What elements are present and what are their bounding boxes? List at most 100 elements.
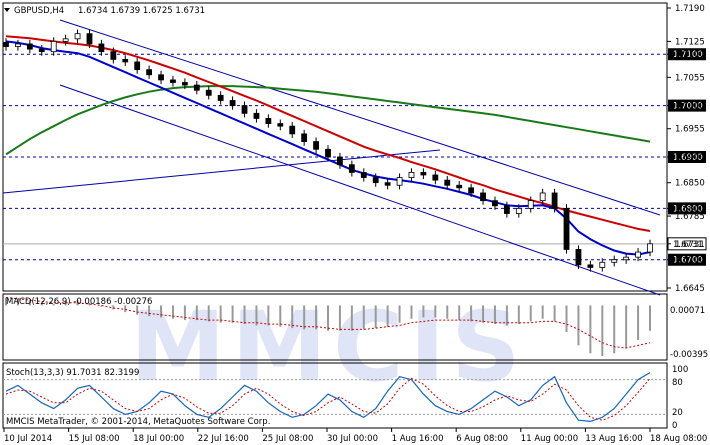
candle-body	[86, 33, 93, 45]
candle-body	[3, 42, 9, 47]
time-tick-label: 10 Jul 2014	[4, 434, 52, 444]
candle-body	[181, 82, 188, 86]
time-tick-label: 18 Aug 08:00	[650, 434, 707, 444]
candle-body	[26, 43, 33, 50]
candle-body	[98, 43, 105, 53]
candle-body	[38, 48, 45, 53]
price-tick-label: 1.6850	[675, 179, 705, 189]
symbol-timeframe: GBPUSD,H4	[14, 6, 64, 16]
candle-body	[158, 74, 164, 81]
candle-body	[444, 179, 451, 186]
trend-channel	[2, 19, 661, 296]
copyright-text: MMCIS MetaTrader, © 2001-2014, MetaQuote…	[6, 417, 270, 427]
candle-body	[372, 177, 379, 184]
stoch-series	[3, 372, 667, 423]
candle-body	[587, 264, 594, 268]
time-tick-label: 13 Aug 16:00	[585, 434, 642, 444]
stoch-panel	[2, 362, 668, 429]
candle-body	[229, 100, 236, 107]
candle-body	[15, 43, 21, 47]
price-tick-label: 1.6955	[675, 125, 705, 135]
candle-body	[623, 256, 630, 261]
ohlc-values: 1.6734 1.6739 1.6725 1.6731	[78, 6, 205, 16]
candle-body	[480, 192, 486, 202]
price-tick-label: 1.6900	[675, 153, 705, 163]
candle-body	[50, 40, 57, 53]
time-tick-label: 18 Jul 00:00	[133, 434, 184, 444]
price-candles	[3, 29, 653, 272]
price-tick-label: 1.6700	[675, 256, 705, 266]
time-tick-label: 30 Jul 00:00	[327, 434, 378, 444]
macd-signal-line	[5, 297, 651, 349]
candle-body	[289, 125, 296, 135]
candle-body	[527, 200, 534, 209]
candle-body	[384, 182, 391, 186]
candle-body	[515, 207, 522, 214]
candle-body	[337, 156, 343, 166]
price-tick-label: 1.7000	[675, 102, 705, 112]
collapse-triangle-icon[interactable]	[4, 8, 10, 12]
candle-body	[325, 148, 331, 158]
candle-body	[408, 172, 415, 178]
candle-body	[277, 123, 284, 127]
stoch-level-20: 20	[672, 408, 683, 418]
time-tick-label: 15 Jul 08:00	[69, 434, 120, 444]
time-tick-label: 25 Jul 08:00	[262, 434, 313, 444]
stoch-label: Stoch(13,3,3) 91.7031 82.3199	[6, 368, 139, 378]
candle-body	[313, 141, 319, 150]
time-tick-label: 11 Aug 00:00	[521, 434, 578, 444]
price-tick-label: 1.7125	[675, 37, 705, 47]
stoch-k-line	[5, 372, 651, 423]
price-tick-label: 1.7190	[675, 4, 705, 14]
level-price-tag	[668, 99, 706, 112]
macd-min-label: -0.00395	[670, 350, 708, 360]
candle-body	[492, 200, 498, 207]
candle-body	[62, 38, 69, 42]
candle-body	[170, 79, 176, 83]
candle-body	[217, 94, 224, 101]
price-tick-label: 1.6785	[675, 212, 705, 222]
price-tick-label: 1.6645	[675, 284, 705, 294]
candle-body	[420, 172, 427, 176]
candle-body	[468, 187, 475, 194]
level-price-tag	[668, 202, 706, 215]
price-panel	[2, 2, 668, 292]
candle-body	[539, 192, 546, 202]
trendline	[2, 149, 441, 194]
macd-series	[5, 297, 651, 357]
price-tick-label: 1.7100	[675, 50, 705, 60]
price-tick-label: 1.6731	[675, 240, 705, 250]
candle-body	[360, 172, 367, 178]
candle-body	[647, 243, 653, 253]
candle-body	[122, 58, 129, 63]
stoch-level-0: 0	[672, 421, 677, 431]
candle-body	[110, 51, 117, 60]
candle-body	[396, 177, 403, 186]
stoch-level-80: 80	[672, 378, 683, 388]
candle-body	[265, 118, 272, 124]
time-tick-label: 22 Jul 16:00	[198, 434, 249, 444]
candle-body	[611, 259, 618, 263]
horizontal-levels: 1.7100 1.7000 1.6900 1.6800 1.6700 1.6731	[3, 48, 707, 266]
candle-body	[575, 249, 582, 266]
candle-body	[456, 184, 463, 189]
level-price-tag	[668, 253, 706, 266]
level-price-label: 1.6700	[673, 256, 703, 266]
time-tick-label: 1 Aug 16:00	[392, 434, 444, 444]
candle-body	[563, 207, 570, 250]
level-price-label: 1.7100	[673, 50, 703, 60]
candle-body	[432, 174, 439, 181]
current-price-label: 1.6731	[673, 240, 703, 250]
price-tick-label: 1.6800	[675, 204, 705, 214]
channel-upper-line	[59, 19, 661, 216]
candle-body	[193, 84, 200, 91]
candle-body	[241, 105, 248, 114]
candle-body	[134, 61, 141, 71]
symbol-header: GBPUSD,H4 1.6734 1.6739 1.6725 1.6731	[4, 6, 205, 16]
candle-body	[599, 261, 606, 268]
candle-body	[74, 33, 81, 40]
candle-body	[146, 69, 153, 76]
level-price-tag	[668, 150, 706, 163]
price-axis: 1.7190 1.7125 1.7100 1.7055 1.7000 1.6955 1.69…	[667, 4, 705, 294]
candle-body	[635, 251, 641, 258]
